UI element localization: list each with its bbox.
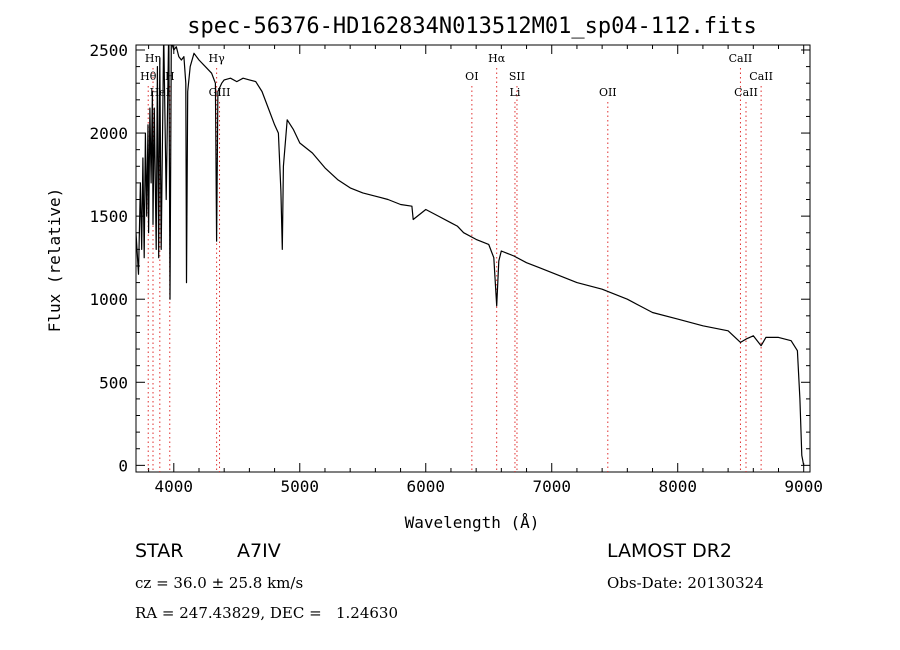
y-axis-label: Flux (relative): [45, 188, 64, 333]
spectral-line-label: OI: [465, 70, 478, 83]
redshift-text: cz = 36.0 ± 25.8 km/s: [135, 574, 304, 592]
x-tick-label: 5000: [281, 477, 320, 496]
spectral-line-label: CaII: [734, 86, 758, 99]
x-tick-label: 7000: [532, 477, 571, 496]
survey-name: LAMOST DR2: [607, 540, 732, 562]
spectral-line-label: Hα: [488, 52, 506, 65]
x-tick-label: 6000: [406, 477, 445, 496]
spectral-line-label: Hθ: [140, 70, 157, 83]
obs-date-text: Obs-Date: 20130324: [607, 574, 764, 592]
y-tick-label: 2000: [89, 124, 128, 143]
plot-area: 4000 5000 6000 7000 8000 9000 0 500 1000 1500 2000…: [89, 41, 823, 496]
y-tick-label: 500: [99, 373, 128, 392]
x-tick-label: 4000: [155, 477, 194, 496]
spectral-line-label: Hη: [145, 52, 161, 65]
y-tick-label: 1000: [89, 290, 128, 309]
chart-title: spec-56376-HD162834N013512M01_sp04-112.f…: [187, 14, 757, 39]
coordinates-text: RA = 247.43829, DEC = 1.24630: [135, 604, 399, 622]
spectral-line-label: OII: [599, 86, 617, 99]
spectrum-line: [136, 45, 805, 466]
spectral-line-label: Hγ: [209, 52, 226, 65]
spectral-line-label: Li: [510, 86, 521, 99]
plot-frame: [135, 44, 811, 473]
y-tick-label: 2500: [89, 41, 128, 60]
spectral-line-label: CaII: [729, 52, 753, 65]
object-class: STAR: [135, 540, 184, 562]
x-tick-label: 9000: [784, 477, 823, 496]
x-tick-label: 8000: [658, 477, 697, 496]
spectral-line-label: SII: [509, 70, 525, 83]
spectral-line-label: H: [165, 70, 175, 83]
spectral-line-label: GIII: [209, 86, 231, 99]
object-subclass: A7IV: [237, 540, 281, 562]
y-tick-label: 0: [118, 456, 128, 475]
x-axis-label: Wavelength (Å): [405, 513, 540, 532]
y-tick-label: 1500: [89, 207, 128, 226]
spectral-line-label: CaII: [749, 70, 773, 83]
